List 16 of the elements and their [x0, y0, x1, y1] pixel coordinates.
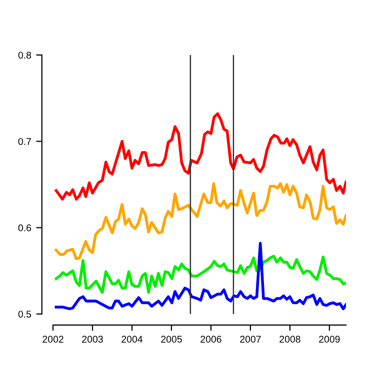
y-tick-label: 0.7 [18, 138, 31, 145]
y-tick-label: 0.5 [18, 310, 32, 318]
x-tick-label: 2005 [161, 336, 182, 343]
line-series [54, 254, 346, 294]
x-tick-label: 2004 [122, 336, 143, 343]
x-tick-label: 2006 [200, 336, 222, 343]
x-tick-label: 2009 [319, 336, 340, 343]
x-tick-label: 2003 [82, 336, 103, 343]
line-series [54, 242, 346, 310]
y-tick-label: 0.6 [18, 224, 32, 232]
x-tick-label: 2007 [240, 336, 261, 343]
x-tick-label: 2008 [280, 336, 300, 343]
y-tick-label: 0.8 [18, 52, 32, 59]
line-series [54, 182, 346, 260]
line-series [54, 112, 346, 201]
x-tick-label: 2002 [42, 336, 64, 343]
